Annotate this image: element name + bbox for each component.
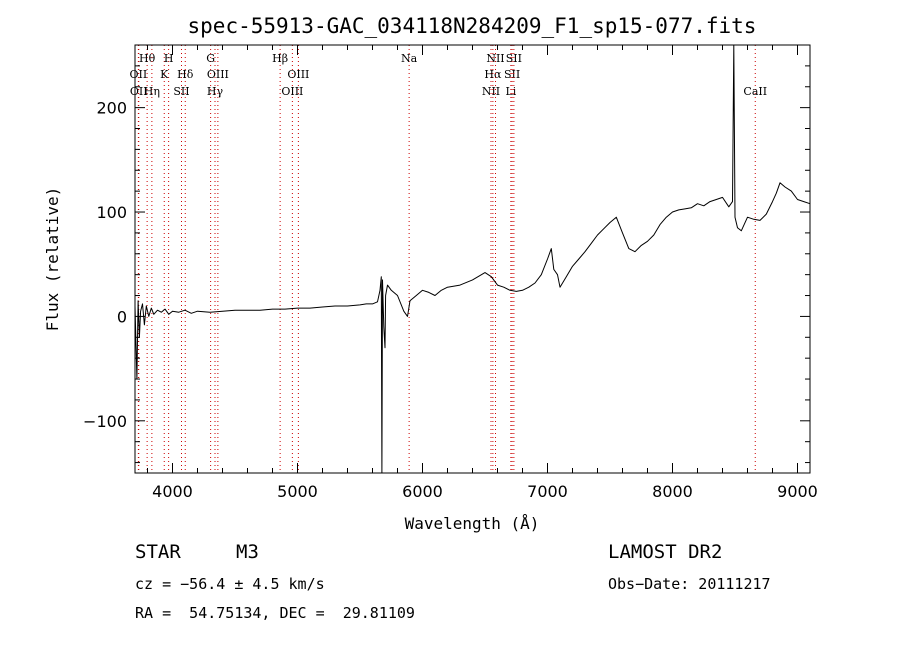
- marker-label: OIII: [207, 68, 229, 81]
- marker-label: Hβ: [272, 52, 288, 65]
- y-tick-label: 200: [96, 99, 127, 118]
- marker-label: SII: [504, 68, 520, 81]
- marker-label: OII: [130, 85, 148, 98]
- y-tick-label: 100: [96, 203, 127, 222]
- x-tick-label: 9000: [777, 482, 818, 501]
- marker-label: G: [206, 52, 215, 65]
- object-subclass: M3: [236, 541, 259, 563]
- survey-name: LAMOST DR2: [608, 541, 723, 563]
- marker-label: Na: [401, 52, 418, 65]
- marker-label: NII: [486, 52, 504, 65]
- marker-label: CaII: [743, 85, 767, 98]
- y-tick-label: −100: [83, 412, 127, 431]
- spectrum-series: [134, 44, 811, 474]
- marker-label: OII: [130, 68, 148, 81]
- spectrum-line: [134, 44, 811, 474]
- marker-label: OIII: [287, 68, 309, 81]
- marker-label: Hθ: [139, 52, 156, 65]
- marker-label: Hη: [144, 85, 160, 98]
- marker-label: Hα: [484, 68, 502, 81]
- marker-label: OIII: [281, 85, 303, 98]
- x-tick-label: 5000: [277, 482, 318, 501]
- x-tick-label: 7000: [527, 482, 568, 501]
- obs-date: Obs−Date: 20111217: [608, 575, 771, 593]
- object-class: STAR: [135, 541, 181, 563]
- x-tick-label: 6000: [402, 482, 443, 501]
- coordinates: RA = 54.75134, DEC = 29.81109: [135, 604, 415, 622]
- plot-frame: [134, 44, 811, 474]
- y-axis-label: Flux (relative): [43, 187, 62, 332]
- marker-label: SII: [173, 85, 189, 98]
- x-axis-label: Wavelength (Å): [405, 514, 540, 533]
- y-tick-label: 0: [117, 307, 127, 326]
- chart-title: spec-55913-GAC_034118N284209_F1_sp15-077…: [188, 14, 757, 38]
- marker-label: SII: [506, 52, 522, 65]
- marker-label: H: [164, 52, 174, 65]
- x-tick-label: 4000: [152, 482, 193, 501]
- marker-label: Hγ: [207, 85, 224, 98]
- marker-label: NII: [482, 85, 500, 98]
- x-axis: 4000 5000 6000 7000 8000 9000: [147, 45, 818, 501]
- redshift-text: cz = −56.4 ± 4.5 km/s: [135, 575, 325, 593]
- marker-label: Li: [505, 85, 516, 98]
- y-axis: −100 0 100 200: [83, 44, 810, 464]
- marker-label: K: [160, 68, 169, 81]
- marker-label: Hδ: [177, 68, 194, 81]
- x-tick-label: 8000: [652, 482, 693, 501]
